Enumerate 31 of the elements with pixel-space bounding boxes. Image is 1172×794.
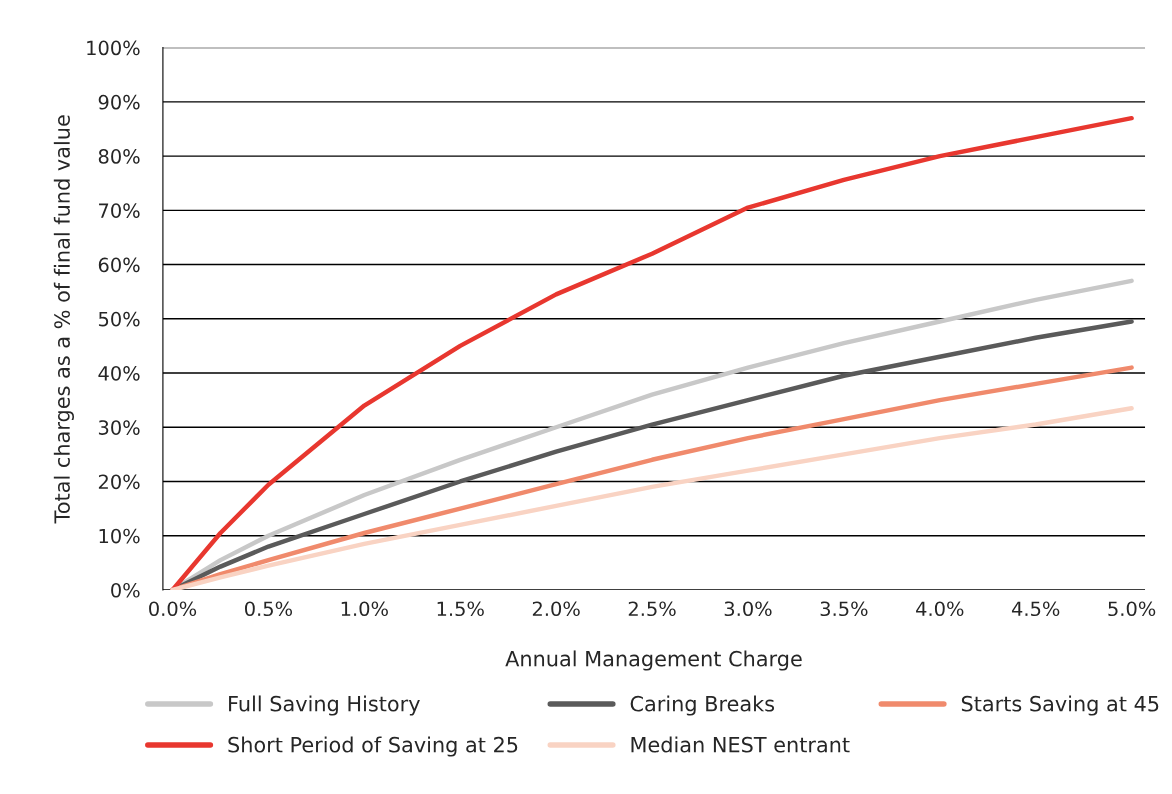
y-tick-label: 30% <box>98 420 140 435</box>
x-tick-label: 0.0% <box>149 601 197 617</box>
y-tick-label: 0% <box>111 582 140 598</box>
x-tick-label: 2.0% <box>532 601 580 617</box>
y-tick-label: 60% <box>98 257 140 273</box>
x-tick-label: 5.0% <box>1108 601 1156 617</box>
x-tick-label: 2.5% <box>628 601 676 617</box>
y-tick-label: 40% <box>98 365 140 381</box>
x-tick-label: 1.0% <box>341 601 388 617</box>
legend-label: Full Saving History <box>229 695 420 716</box>
x-tick-label: 1.5% <box>437 601 484 617</box>
x-tick-label: 4.0% <box>916 601 964 617</box>
legend-label: Starts Saving at 45 <box>961 695 1159 716</box>
legend-label: Short Period of Saving at 25 <box>228 736 518 757</box>
y-tick-label: 70% <box>99 203 140 218</box>
y-tick-label: 80% <box>98 149 140 164</box>
y-axis-title: Total charges as a % of final fund value <box>53 115 74 524</box>
legend-label: Caring Breaks <box>630 695 775 716</box>
x-tick-label: 3.0% <box>724 601 772 617</box>
y-tick-label: 100% <box>87 40 140 56</box>
line-series <box>170 406 1134 590</box>
x-axis-title: Annual Management Charge <box>505 650 802 671</box>
x-tick-label: 3.5% <box>820 601 868 617</box>
line-series <box>170 115 1134 590</box>
y-tick-label: 90% <box>98 94 140 110</box>
x-tick-label: 0.5% <box>244 601 293 617</box>
y-tick-label: 20% <box>98 474 140 490</box>
x-tick-label: 4.5% <box>1011 601 1060 617</box>
y-tick-label: 10% <box>99 528 140 544</box>
y-tick-label: 50% <box>98 311 140 327</box>
legend-label: Median NEST entrant <box>631 736 850 753</box>
